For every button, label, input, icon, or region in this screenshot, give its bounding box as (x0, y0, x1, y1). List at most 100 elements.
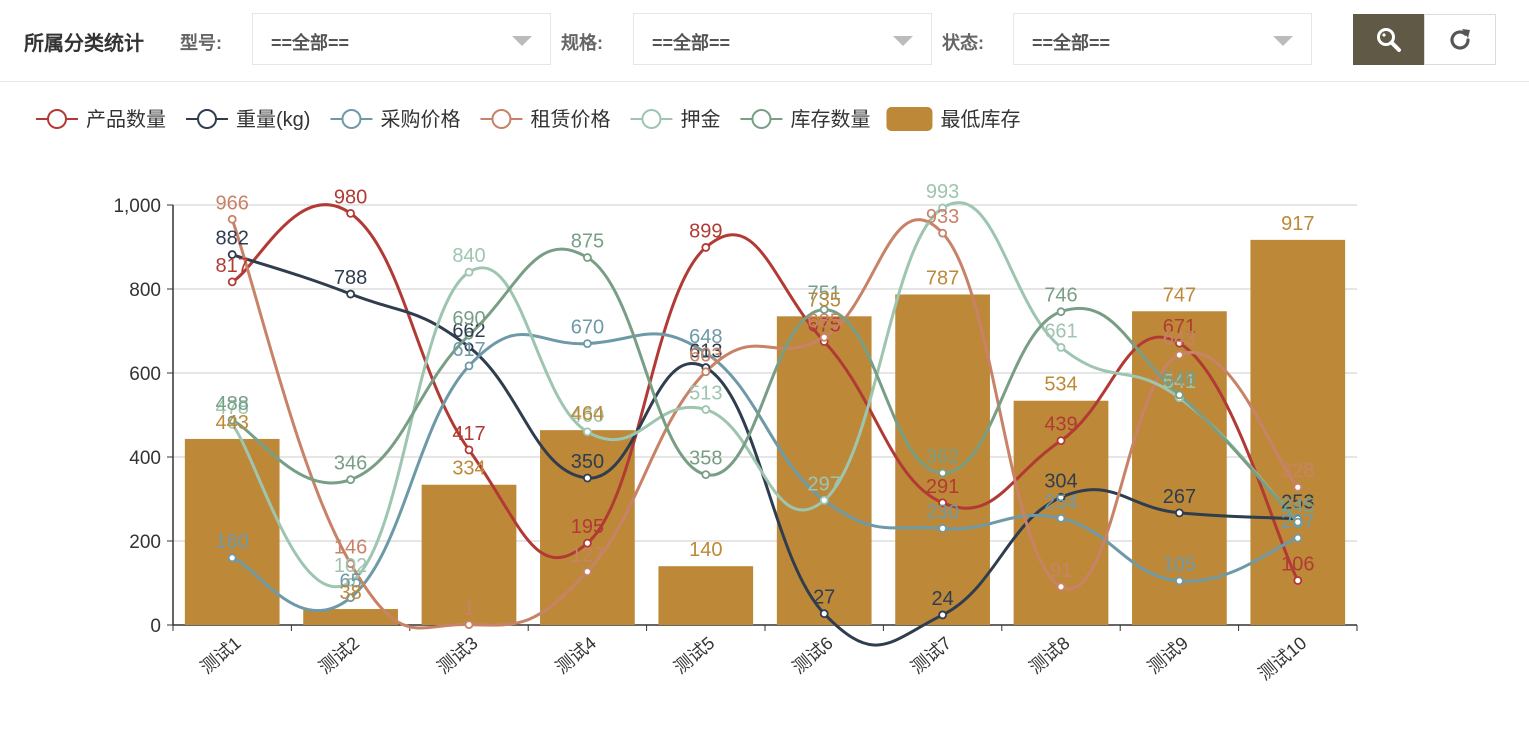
data-point (1056, 513, 1066, 523)
caret-down-icon (1273, 36, 1293, 46)
data-label: 675 (808, 315, 841, 337)
data-point (1293, 517, 1303, 527)
status-select-value: ==全部== (1032, 33, 1111, 53)
data-point (227, 214, 237, 224)
data-point (583, 253, 592, 262)
legend-label: 最低库存 (940, 108, 1020, 131)
data-label: 207 (1281, 511, 1314, 533)
data-label: 882 (216, 228, 249, 250)
data-point (701, 470, 711, 480)
data-point (701, 243, 711, 252)
data-label: 297 (808, 473, 841, 495)
data-point (583, 339, 592, 349)
data-label: 65 (339, 571, 361, 593)
data-point (1056, 342, 1066, 352)
data-point (1293, 576, 1303, 585)
y-tick-label: 400 (129, 448, 161, 469)
data-label: 662 (452, 320, 485, 342)
series-line-6 (231, 247, 1299, 524)
data-label: 817 (216, 255, 249, 277)
data-point (583, 473, 592, 483)
refresh-button[interactable] (1424, 14, 1496, 65)
series-line-1 (231, 203, 1300, 582)
status-select[interactable]: ==全部== (1013, 13, 1312, 65)
x-tick-label: 测试1 (197, 633, 245, 678)
legend-symbol (641, 109, 662, 129)
data-label: 488 (216, 393, 249, 415)
data-label: 690 (452, 308, 485, 330)
data-point (227, 553, 237, 563)
data-label: 106 (1281, 553, 1314, 575)
data-point (346, 577, 356, 587)
data-label: 460 (571, 405, 604, 427)
series-line-5 (230, 201, 1299, 589)
page-title: 所属分类统计 (24, 33, 144, 55)
data-label: 464 (571, 403, 604, 425)
data-label: 685 (808, 310, 841, 332)
data-point (1056, 307, 1066, 317)
data-label: 787 (926, 267, 959, 289)
y-tick-label: 200 (129, 532, 161, 553)
data-point (701, 405, 711, 414)
filter-toolbar: 所属分类统计 型号: ==全部== 规格: ==全部== 状态: ==全部== (0, 0, 1529, 82)
data-point (1293, 533, 1303, 543)
data-label: 613 (689, 341, 722, 363)
data-point (938, 523, 947, 533)
data-point (464, 361, 474, 371)
data-point (819, 332, 829, 342)
data-label: 38 (339, 582, 361, 604)
legend-label: 库存数量 (790, 108, 870, 131)
data-label: 304 (1044, 470, 1077, 492)
model-select[interactable]: ==全部== (252, 13, 551, 65)
y-tick-label: 600 (129, 364, 161, 385)
data-point (938, 203, 947, 213)
caret-down-icon (893, 36, 913, 46)
data-label: 933 (926, 206, 959, 228)
y-tick-label: 1,000 (113, 196, 161, 217)
data-point (1056, 582, 1066, 592)
x-tick-label: 测试10 (1255, 633, 1311, 684)
data-label: 230 (926, 501, 959, 523)
data-label: 346 (334, 453, 367, 475)
series-line-2 (231, 253, 1298, 647)
data-label: 661 (1044, 320, 1077, 342)
data-point (464, 267, 474, 277)
legend-label: 采购价格 (380, 108, 460, 131)
legend-symbol (491, 109, 512, 129)
caret-down-icon (512, 36, 532, 46)
data-label: 358 (689, 448, 722, 470)
data-label: 643 (1163, 328, 1196, 350)
data-label: 875 (571, 231, 604, 253)
bar-1 (184, 438, 280, 625)
x-tick-label: 测试4 (552, 633, 600, 678)
data-point (227, 250, 237, 259)
data-label: 146 (334, 537, 367, 559)
data-label: 980 (334, 186, 367, 208)
data-label: 362 (926, 446, 959, 468)
data-label: 245 (1281, 495, 1314, 517)
legend-symbol (751, 109, 772, 129)
legend-symbol (341, 109, 362, 129)
data-point (819, 609, 829, 619)
data-point (227, 277, 237, 287)
spec-filter-label: 规格: (561, 33, 603, 53)
data-point (464, 330, 474, 340)
y-tick-label: 800 (129, 280, 161, 301)
data-point (346, 208, 356, 218)
data-point (346, 289, 356, 299)
model-select-value: ==全部== (271, 33, 350, 53)
refresh-icon (1450, 28, 1470, 50)
data-label: 746 (1044, 285, 1077, 307)
bar-3 (421, 484, 517, 625)
data-point (346, 559, 356, 569)
spec-select[interactable]: ==全部== (633, 13, 932, 65)
legend-symbol (886, 107, 933, 131)
x-tick-label: 测试3 (433, 633, 481, 678)
search-button[interactable] (1353, 14, 1425, 65)
data-label: 617 (452, 339, 485, 361)
data-label: 534 (1044, 374, 1077, 396)
data-label: 747 (1163, 284, 1196, 306)
series-line-4 (230, 218, 1299, 630)
data-label: 1 (463, 598, 474, 620)
data-point (938, 498, 947, 508)
